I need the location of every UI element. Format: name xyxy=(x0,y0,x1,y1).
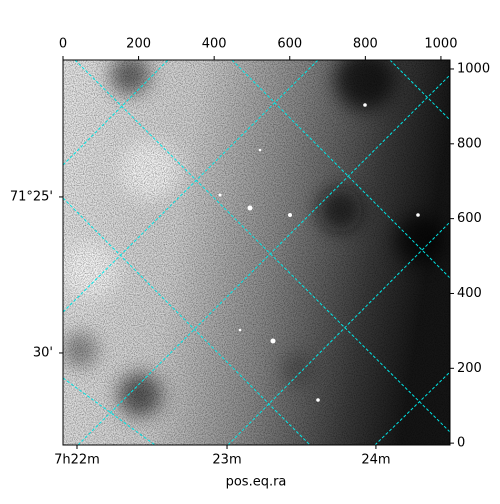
y-tick-label: 1000 xyxy=(457,61,490,76)
x-tick-label: 200 xyxy=(126,37,151,52)
plot-frame xyxy=(62,59,451,446)
x-tick-label: 1000 xyxy=(424,37,457,52)
y-tick-label: 800 xyxy=(457,136,482,151)
dec-tick-label: 71°25' xyxy=(10,189,53,204)
ra-tick-label: 7h22m xyxy=(54,453,100,468)
y-tick-label: 400 xyxy=(457,286,482,301)
x-tick-label: 600 xyxy=(277,37,302,52)
x-axis-label: pos.eq.ra xyxy=(226,475,287,490)
sky-image xyxy=(63,60,450,445)
y-tick-label: 200 xyxy=(457,361,482,376)
coordinate-grid xyxy=(63,60,450,445)
y-tick-label: 600 xyxy=(457,211,482,226)
x-tick-label: 400 xyxy=(202,37,227,52)
ra-tick-label: 24m xyxy=(361,453,390,468)
ra-tick-label: 23m xyxy=(212,453,241,468)
dec-tick-label: 30' xyxy=(33,345,53,360)
x-tick-label: 0 xyxy=(59,37,67,52)
y-tick-label: 0 xyxy=(457,436,465,451)
x-tick-label: 800 xyxy=(353,37,378,52)
